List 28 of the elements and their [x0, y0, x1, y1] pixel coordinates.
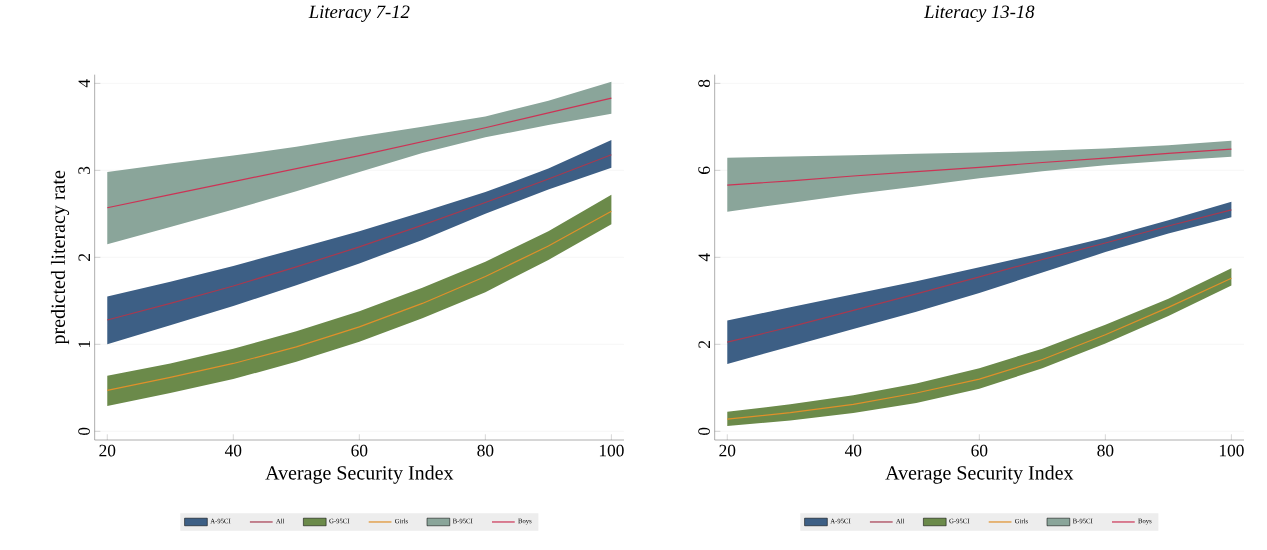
y-tick-label: 6 [698, 166, 710, 174]
x-tick-label: 60 [351, 444, 368, 457]
x-axis-title: Average Security Index [265, 465, 454, 484]
chart-title: Literacy 7-12 [308, 5, 410, 22]
y-tick-label: 2 [698, 340, 710, 348]
y-tick-label: 2 [78, 253, 90, 261]
y-tick-label: 8 [698, 79, 710, 88]
y-tick-label: 0 [78, 427, 90, 435]
x-tick-label: 40 [844, 444, 862, 457]
x-tick-label: 80 [1097, 444, 1114, 457]
x-tick-label: 100 [1219, 444, 1244, 457]
y-axis-title: predicted literacy rate [50, 170, 70, 345]
line-series [106, 154, 612, 321]
y-tick-label: 3 [78, 166, 90, 174]
x-tick-label: 80 [477, 444, 494, 457]
x-tick-label: 100 [599, 444, 624, 457]
y-tick-label: 4 [698, 253, 710, 262]
y-tick-label: 1 [78, 341, 90, 348]
x-tick-label: 20 [719, 444, 736, 457]
x-tick-label: 40 [224, 444, 242, 457]
x-tick-label: 20 [99, 444, 116, 457]
y-tick-label: 4 [78, 79, 90, 88]
line-series [726, 148, 1232, 186]
x-tick-label: 60 [971, 444, 988, 457]
line-series [726, 209, 1232, 343]
chart-title: Literacy 13-18 [923, 5, 1035, 22]
x-axis-title: Average Security Index [885, 465, 1074, 484]
y-tick-label: 0 [698, 427, 710, 435]
